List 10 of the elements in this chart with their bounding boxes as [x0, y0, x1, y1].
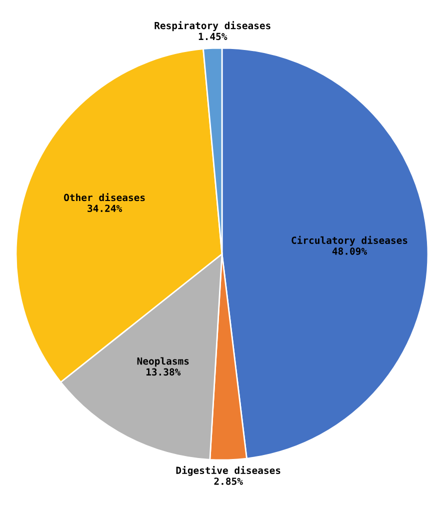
slice-label: Neoplasms [137, 357, 189, 367]
slice-label: Respiratory diseases [154, 21, 270, 32]
data-label: 48.09% [332, 247, 367, 255]
data-label: 34.24% [88, 204, 122, 212]
slice-label: Other diseases [64, 193, 145, 202]
data-label: 2.85% [214, 478, 243, 485]
slice-label: Circulatory diseases [292, 236, 408, 246]
data-label: 13.38% [146, 368, 181, 376]
data-label: 1.45% [198, 32, 228, 40]
slice-label: Digestive diseases [176, 466, 280, 476]
